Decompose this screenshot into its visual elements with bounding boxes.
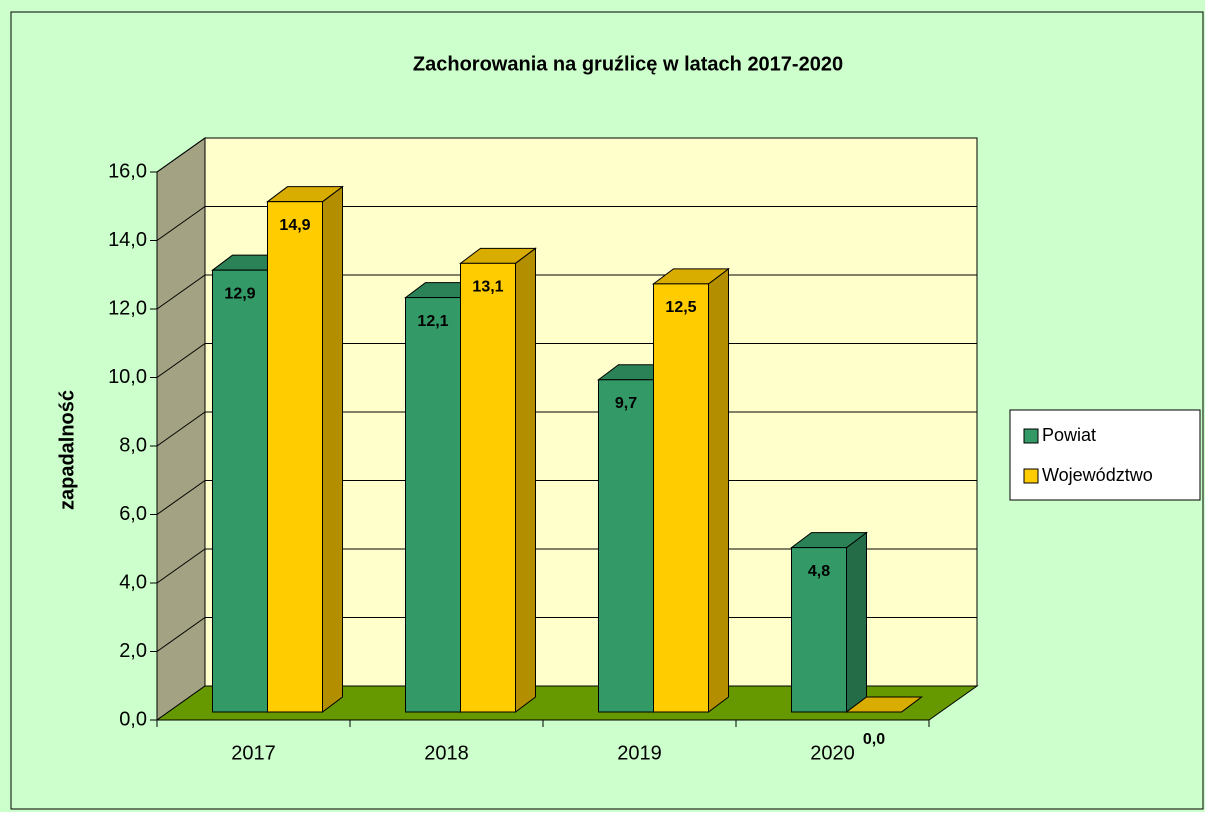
legend [1009, 409, 1201, 501]
x-tick-label: 2020 [810, 742, 855, 764]
y-axis-label: zapadalność [56, 390, 78, 510]
y-tick-label: 14,0 [108, 229, 147, 251]
y-tick-label: 6,0 [119, 503, 147, 525]
legend-swatch [1023, 468, 1039, 484]
bar-side [708, 267, 729, 713]
legend-label: Województwo [1042, 465, 1153, 485]
bar [460, 262, 516, 713]
y-tick-label: 8,0 [119, 434, 147, 456]
y-tick-label: 16,0 [108, 160, 147, 182]
grid-line [156, 274, 206, 310]
border [10, 11, 1204, 810]
x-tick-label: 2017 [231, 742, 276, 764]
bar [653, 283, 709, 713]
y-tick-label: 4,0 [119, 571, 147, 593]
bar [267, 201, 323, 713]
grid-line [156, 548, 206, 584]
value-label: 12,1 [417, 313, 448, 330]
x-tick-label: 2018 [424, 742, 469, 764]
value-label: 13,1 [472, 279, 503, 296]
bar-side [515, 247, 536, 713]
grid-line [156, 137, 206, 173]
bar [598, 379, 654, 713]
value-label: 12,9 [224, 285, 255, 302]
grid-line [156, 480, 206, 515]
grid-line [156, 617, 206, 652]
legend-label: Powiat [1042, 425, 1096, 445]
value-label: 12,5 [665, 299, 696, 316]
bar-top [845, 696, 923, 713]
value-label: 4,8 [808, 563, 830, 580]
y-tick-label: 2,0 [119, 640, 147, 662]
bar-side [322, 185, 343, 713]
y-tick-label: 12,0 [108, 297, 147, 319]
legend-swatch [1023, 428, 1039, 444]
bar-side [846, 531, 867, 713]
grid-line [156, 343, 206, 378]
value-label: 0,0 [863, 731, 885, 748]
bar [405, 297, 461, 713]
y-tick-label: 10,0 [108, 366, 147, 388]
bar [791, 547, 847, 713]
value-label: 9,7 [615, 395, 637, 412]
grid-line [156, 411, 206, 447]
grid-line [156, 206, 206, 241]
value-label: 14,9 [279, 217, 310, 234]
bar [212, 269, 268, 713]
chart-title: Zachorowania na gruźlicę w latach 2017-2… [413, 53, 843, 75]
x-tick-label: 2019 [617, 742, 662, 764]
y-tick-label: 0,0 [119, 708, 147, 730]
